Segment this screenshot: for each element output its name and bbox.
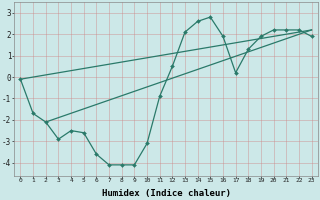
X-axis label: Humidex (Indice chaleur): Humidex (Indice chaleur): [101, 189, 230, 198]
